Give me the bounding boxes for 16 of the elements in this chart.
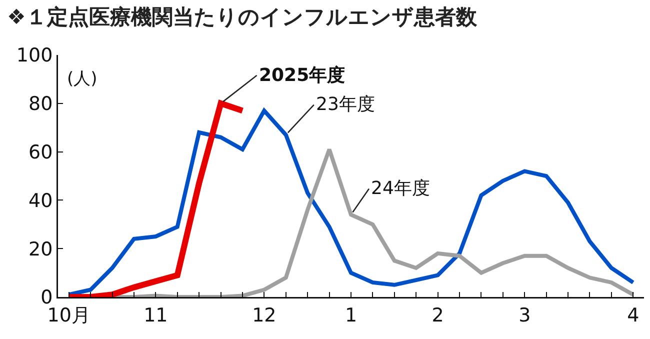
x-tick-label: 2 [432,304,444,326]
x-tick-label: 12 [252,304,276,326]
annotation: (人) [67,69,98,89]
x-tick-label: 11 [144,304,168,326]
series-label: 24年度 [371,178,430,199]
y-tick-label: 60 [28,141,53,164]
x-tick-label: 3 [518,304,531,326]
y-tick-label: 100 [16,44,53,67]
x-tick-label: 4 [627,304,640,326]
series-label: 2025年度 [259,65,346,86]
chart-title: ❖１定点医療機関当たりのインフルエンザ患者数 [7,5,478,29]
y-tick-label: 40 [28,190,53,212]
text: 23年度 [316,94,375,115]
y-tick-label: 20 [28,238,53,260]
x-tick-label: 1 [344,304,358,326]
y-tick-label: 80 [28,93,53,116]
